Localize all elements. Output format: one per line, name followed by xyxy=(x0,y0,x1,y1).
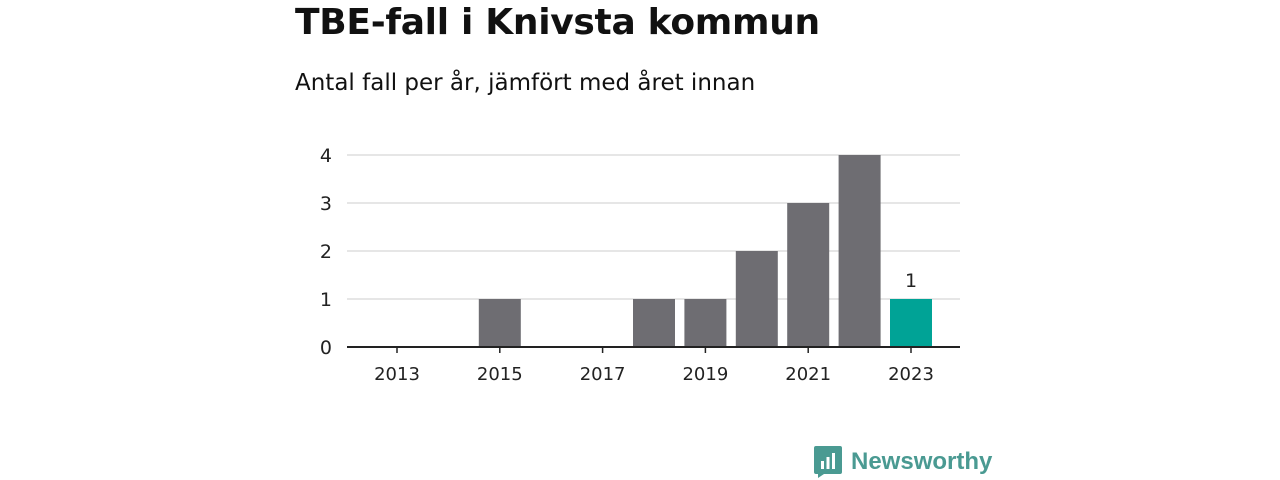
data-label: 1 xyxy=(905,270,917,292)
x-tick-label: 2013 xyxy=(374,364,420,385)
bar xyxy=(787,203,830,347)
x-tick-label: 2019 xyxy=(682,364,728,385)
y-tick-label: 0 xyxy=(320,337,332,359)
x-tick-label: 2015 xyxy=(477,364,523,385)
bar xyxy=(735,251,778,347)
y-tick-label: 4 xyxy=(320,145,332,167)
y-tick-label: 2 xyxy=(320,241,332,263)
bar xyxy=(684,299,727,347)
bar xyxy=(633,299,675,347)
newsworthy-logo: Newsworthy xyxy=(814,446,992,478)
bar-chart-icon xyxy=(814,446,842,478)
chart-title: TBE-fall i Knivsta kommun xyxy=(295,2,820,43)
y-tick-label: 3 xyxy=(320,193,332,215)
bar xyxy=(478,299,521,347)
y-tick-label: 1 xyxy=(320,289,332,311)
x-tick-label: 2021 xyxy=(785,364,831,385)
bar xyxy=(890,299,932,347)
brand-name: Newsworthy xyxy=(851,448,993,475)
x-tick-label: 2017 xyxy=(580,364,626,385)
x-tick-label: 2023 xyxy=(888,364,934,385)
bar xyxy=(838,155,881,347)
chart-subtitle: Antal fall per år, jämfört med året inna… xyxy=(295,70,756,96)
